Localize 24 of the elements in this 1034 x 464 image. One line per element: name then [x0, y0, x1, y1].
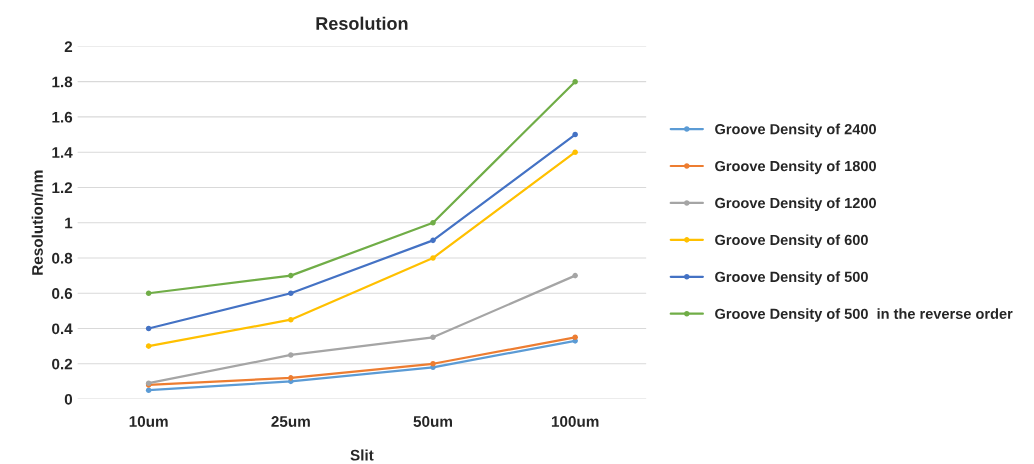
y-tick-label: 1.8	[52, 76, 73, 88]
x-tick-label: 10um	[129, 416, 168, 427]
y-tick-label: 1.4	[52, 147, 73, 158]
legend-label: Groove Density of 500 in the reverse order	[715, 308, 1013, 322]
legend-label: Groove Density of 500	[715, 271, 868, 285]
legend-label: Groove Density of 1800	[715, 160, 876, 175]
x-tick-label: 100um	[551, 416, 599, 427]
y-tick-label: 0	[64, 393, 73, 405]
y-tick-label: 2	[64, 41, 73, 52]
chart-title: Resolution	[316, 16, 408, 30]
legend-label: Groove Density of 1200	[715, 197, 876, 212]
y-tick-label: 1.6	[52, 111, 73, 123]
y-tick-label: 0.4	[52, 323, 73, 335]
y-tick-label: 0.2	[52, 358, 73, 370]
y-tick-label: 1.2	[52, 182, 73, 193]
legend-label: Groove Density of 2400	[715, 123, 876, 138]
y-tick-label: 0.6	[52, 288, 73, 299]
y-tick-label: 1	[65, 217, 73, 229]
y-axis-title: Resolution/nm	[31, 170, 44, 275]
x-tick-label: 50um	[413, 416, 452, 427]
x-axis-title: Slit	[350, 449, 374, 461]
y-tick-label: 0.8	[52, 252, 73, 264]
legend-label: Groove Density of 600	[715, 234, 868, 248]
x-tick-label: 25um	[271, 416, 310, 427]
